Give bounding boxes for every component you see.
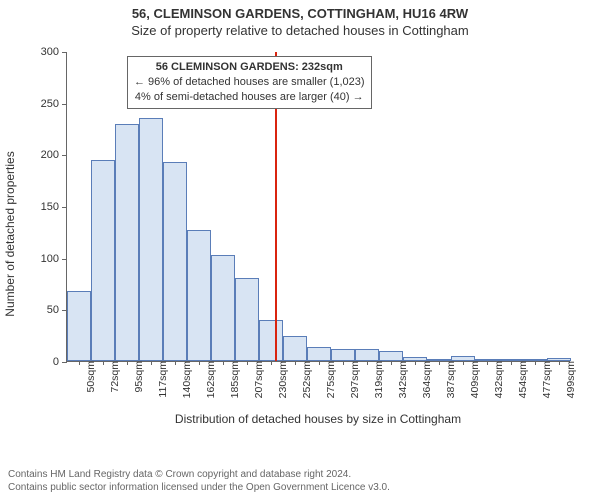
x-tick-label: 72sqm	[107, 361, 121, 393]
bar	[307, 347, 331, 361]
x-tick-label: 252sqm	[299, 361, 313, 398]
x-tick	[439, 361, 440, 365]
y-axis-label: Number of detached properties	[3, 151, 17, 316]
x-tick-label: 432sqm	[491, 361, 505, 398]
footer-attribution: Contains HM Land Registry data © Crown c…	[8, 468, 390, 494]
x-tick	[463, 361, 464, 365]
x-tick	[175, 361, 176, 365]
bar	[331, 349, 355, 361]
annotation-line-2: ← 96% of detached houses are smaller (1,…	[134, 75, 365, 90]
y-tick-label: 200	[41, 149, 67, 161]
x-tick	[199, 361, 200, 365]
bar	[259, 320, 283, 361]
plot-area: 05010015020025030050sqm72sqm95sqm117sqm1…	[66, 52, 570, 362]
x-tick-label: 117sqm	[155, 361, 169, 398]
y-tick-label: 250	[41, 98, 67, 110]
bar	[283, 336, 307, 361]
bar	[163, 162, 187, 361]
x-tick-label: 140sqm	[179, 361, 193, 398]
x-tick-label: 162sqm	[203, 361, 217, 398]
x-tick	[271, 361, 272, 365]
chart-sub-title: Size of property relative to detached ho…	[0, 23, 600, 38]
x-tick	[559, 361, 560, 365]
x-tick	[247, 361, 248, 365]
annotation-box: 56 CLEMINSON GARDENS: 232sqm ← 96% of de…	[127, 56, 372, 109]
x-tick-label: 275sqm	[323, 361, 337, 398]
x-tick	[343, 361, 344, 365]
y-tick-label: 300	[41, 46, 67, 58]
x-tick	[319, 361, 320, 365]
bar	[211, 255, 235, 361]
annotation-line-1: 56 CLEMINSON GARDENS: 232sqm	[134, 60, 365, 75]
x-tick-label: 185sqm	[227, 361, 241, 398]
bar	[187, 230, 211, 361]
bar	[235, 278, 259, 361]
x-tick	[367, 361, 368, 365]
bar	[139, 118, 163, 361]
x-axis-label: Distribution of detached houses by size …	[66, 412, 570, 426]
bar	[115, 124, 139, 361]
x-tick-label: 409sqm	[467, 361, 481, 398]
x-tick	[487, 361, 488, 365]
x-tick-label: 297sqm	[347, 361, 361, 398]
chart-main-title: 56, CLEMINSON GARDENS, COTTINGHAM, HU16 …	[0, 6, 600, 21]
x-tick	[79, 361, 80, 365]
bar	[379, 351, 403, 361]
x-tick-label: 387sqm	[443, 361, 457, 398]
x-tick-label: 319sqm	[371, 361, 385, 398]
x-tick-label: 499sqm	[563, 361, 577, 398]
x-tick-label: 207sqm	[251, 361, 265, 398]
x-tick	[223, 361, 224, 365]
y-tick-label: 100	[41, 253, 67, 265]
bar	[67, 291, 91, 361]
annotation-line-3: 4% of semi-detached houses are larger (4…	[134, 90, 365, 105]
x-tick	[127, 361, 128, 365]
y-tick-label: 150	[41, 201, 67, 213]
footer-line-1: Contains HM Land Registry data © Crown c…	[8, 468, 390, 481]
bar	[355, 349, 379, 361]
x-tick	[511, 361, 512, 365]
x-tick-label: 477sqm	[539, 361, 553, 398]
x-tick	[295, 361, 296, 365]
chart-container: Number of detached properties 0501001502…	[20, 44, 580, 424]
footer-line-2: Contains public sector information licen…	[8, 481, 390, 494]
y-tick-label: 0	[53, 356, 67, 368]
x-tick	[151, 361, 152, 365]
x-tick	[415, 361, 416, 365]
x-tick	[391, 361, 392, 365]
x-tick	[103, 361, 104, 365]
x-tick-label: 342sqm	[395, 361, 409, 398]
x-tick-label: 230sqm	[275, 361, 289, 398]
x-tick-label: 50sqm	[83, 361, 97, 393]
x-tick	[535, 361, 536, 365]
x-tick-label: 454sqm	[515, 361, 529, 398]
x-tick-label: 364sqm	[419, 361, 433, 398]
bar	[91, 160, 115, 362]
y-tick-label: 50	[47, 304, 67, 316]
x-tick-label: 95sqm	[131, 361, 145, 393]
